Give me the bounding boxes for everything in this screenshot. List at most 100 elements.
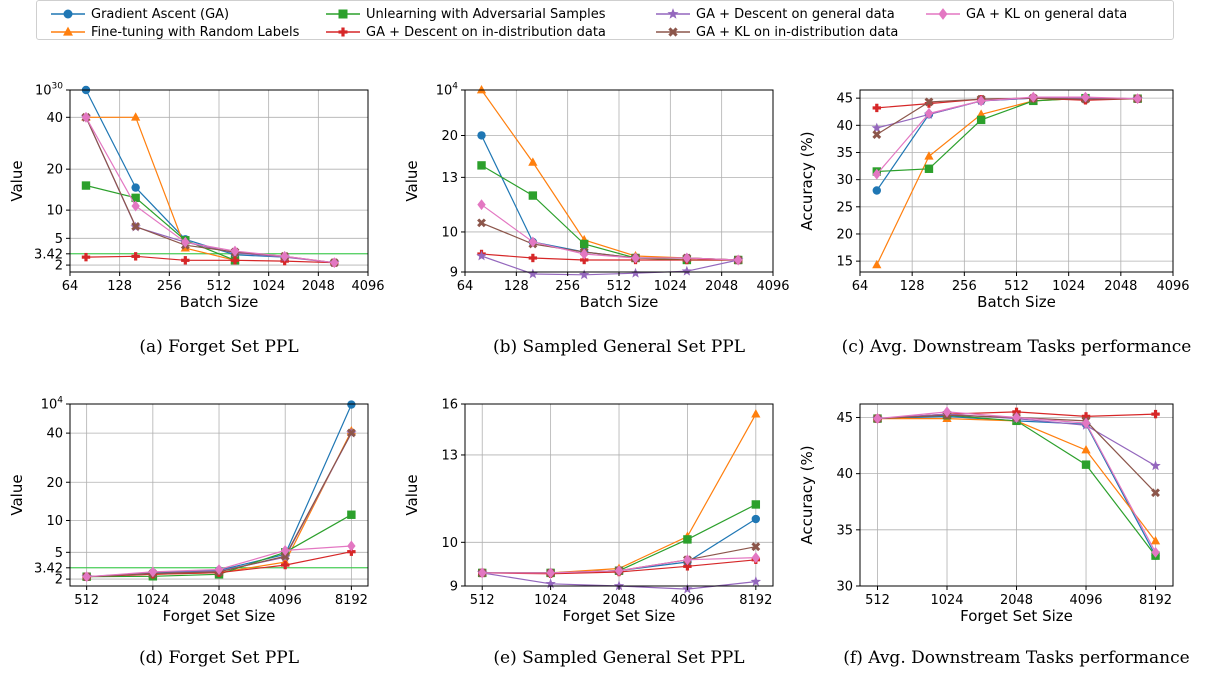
legend-label: GA + KL on general data: [966, 6, 1128, 22]
y-tick-label: 13: [441, 448, 458, 463]
y-tick-label: 20: [46, 476, 63, 491]
x-tick-label: 512: [207, 279, 232, 294]
y-tick-label: 40: [46, 111, 63, 126]
data-point: [751, 514, 761, 524]
data-point: [280, 551, 290, 561]
y-tick-label: 10: [441, 225, 458, 240]
data-point: [478, 567, 487, 579]
y-tick-label: 16: [441, 398, 458, 413]
data-point: [751, 552, 761, 564]
legend-marker: [326, 27, 360, 37]
data-point: [750, 576, 762, 587]
x-tick-label: 4096: [351, 279, 384, 294]
data-point: [683, 562, 692, 571]
x-tick-label: 128: [504, 279, 529, 294]
legend-marker: [51, 26, 85, 36]
data-point: [131, 112, 141, 121]
y-tick-label: 5: [55, 546, 63, 561]
legend-marker: [326, 9, 360, 19]
y-tick-label: 35: [836, 146, 853, 161]
series-line: [481, 164, 739, 261]
x-tick-label: 2048: [202, 593, 235, 608]
data-point: [528, 157, 538, 166]
y-tick-label: 1030: [35, 82, 63, 99]
data-point: [872, 103, 881, 113]
chart-b-sampled-general-ppl: 64 128 256 512 1024 2048 4096 9 10 13 20 104 Batch S…: [403, 82, 790, 312]
caption-c: (c) Avg. Downstream Tasks performance: [841, 337, 1192, 357]
data-point: [682, 252, 692, 264]
data-point: [924, 164, 934, 173]
data-point: [347, 547, 356, 556]
data-point: [1150, 536, 1161, 545]
data-point: [1081, 91, 1090, 103]
series: [81, 85, 289, 262]
legend-label: Fine-tuning with Random Labels: [91, 24, 300, 40]
series-line: [85, 117, 335, 264]
x-tick-label: 512: [74, 593, 99, 608]
data-point: [1081, 460, 1091, 469]
legend-item: GA + Descent on general data: [656, 5, 895, 23]
y-tick-label: 3.42: [34, 561, 63, 576]
x-tick-label: 1024: [1052, 279, 1085, 294]
series: [81, 181, 240, 265]
data-point: [1151, 488, 1160, 498]
legend-label: Unlearning with Adversarial Samples: [366, 6, 606, 22]
x-tick-label: 4096: [756, 279, 789, 294]
data-point: [683, 554, 692, 566]
y-tick-label: 9: [450, 266, 458, 281]
x-tick-label: 512: [1004, 279, 1029, 294]
data-point: [631, 252, 640, 264]
series-line: [85, 89, 285, 258]
data-point: [477, 131, 486, 140]
data-point: [346, 428, 356, 438]
y-tick-label: 20: [441, 129, 458, 144]
y-tick-label: 40: [46, 427, 63, 442]
series: [872, 93, 1143, 269]
x-tick-label: 1024: [136, 593, 169, 608]
y-tick-label: 45: [836, 411, 853, 426]
data-point: [81, 181, 91, 190]
data-point: [230, 245, 240, 257]
data-point: [280, 560, 290, 570]
legend-item: GA + Descent on in-distribution data: [326, 23, 606, 41]
grid: [464, 89, 774, 273]
legend-item: GA + KL on in-distribution data: [656, 23, 898, 41]
data-point: [579, 255, 589, 265]
series: [476, 84, 743, 264]
x-tick-label: 1024: [534, 593, 567, 608]
series-line: [85, 117, 335, 264]
data-point: [230, 256, 240, 265]
x-tick-label: 2048: [1000, 593, 1033, 608]
y-axis-label: Value: [8, 474, 26, 515]
y-axis-label: Value: [403, 474, 421, 515]
data-point: [477, 199, 486, 211]
legend-label: GA + Descent on in-distribution data: [366, 24, 606, 40]
legend-marker: [656, 27, 690, 37]
x-tick-label: 8192: [739, 593, 772, 608]
data-point: [1081, 412, 1091, 421]
data-point: [131, 193, 140, 203]
y-tick-label: 2: [55, 573, 63, 588]
x-tick-label: 1024: [654, 279, 687, 294]
data-point: [579, 239, 589, 249]
series-line: [480, 135, 739, 261]
data-point: [1081, 445, 1091, 454]
chart-a-forget-set-ppl: 64 128 256 512 1024 2048 4096 23.425 10 20 40 1030 B…: [8, 82, 385, 312]
data-point: [477, 161, 486, 170]
y-tick-label: 10: [46, 204, 63, 219]
legend-marker: [656, 8, 690, 19]
x-axis-label: Forget Set Size: [163, 607, 276, 625]
y-axis-label: Accuracy (%): [798, 445, 816, 544]
data-point: [1151, 409, 1160, 419]
chart-c-downstream-accuracy: 64 128 256 512 1024 2048 4096 15 20 25 30 35 40 45 Bat…: [798, 89, 1190, 311]
y-tick-label: 40: [836, 467, 853, 482]
series-line: [481, 204, 739, 261]
series-line: [876, 97, 1138, 129]
data-point: [131, 200, 140, 212]
y-tick-label: 10: [46, 514, 63, 529]
y-tick-label: 5: [55, 232, 63, 247]
data-point: [545, 578, 556, 589]
x-tick-label: 512: [607, 279, 632, 294]
legend-item: Fine-tuning with Random Labels: [51, 23, 299, 41]
data-point: [1150, 460, 1161, 471]
